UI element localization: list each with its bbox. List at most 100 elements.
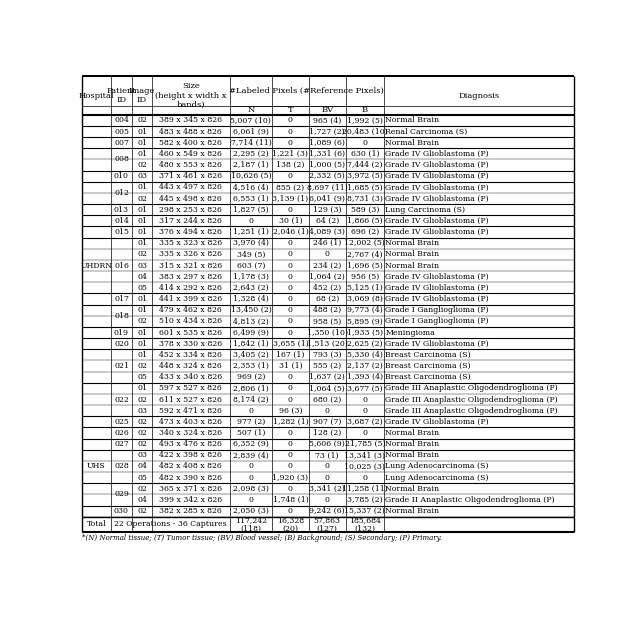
Text: Size
(height x width x
bands): Size (height x width x bands): [155, 82, 227, 109]
Text: 3,341 (2): 3,341 (2): [309, 485, 345, 493]
Text: Normal Brain: Normal Brain: [385, 117, 440, 125]
Text: 01: 01: [137, 340, 147, 348]
Text: Lung Carcinoma (S): Lung Carcinoma (S): [385, 206, 465, 214]
Text: 2,806 (1): 2,806 (1): [233, 384, 269, 392]
Text: 13,341 (3): 13,341 (3): [344, 451, 385, 459]
Text: Breast Carcinoma (S): Breast Carcinoma (S): [385, 373, 471, 381]
Text: 480 x 553 x 826: 480 x 553 x 826: [159, 161, 222, 169]
Text: Grade IV Glioblastoma (P): Grade IV Glioblastoma (P): [385, 217, 489, 225]
Text: 129 (3): 129 (3): [313, 206, 342, 214]
Text: 1,696 (5): 1,696 (5): [347, 262, 383, 270]
Text: 03: 03: [137, 451, 147, 459]
Text: 01: 01: [137, 306, 147, 314]
Text: 007: 007: [114, 139, 129, 146]
Text: 2,046 (1): 2,046 (1): [273, 228, 308, 236]
Text: T: T: [287, 106, 293, 114]
Text: 601 x 535 x 826: 601 x 535 x 826: [159, 328, 222, 336]
Text: 21,785 (5): 21,785 (5): [344, 440, 385, 448]
Text: 73 (1): 73 (1): [316, 451, 339, 459]
Text: 22 Operations - 36 Captures: 22 Operations - 36 Captures: [114, 520, 227, 528]
Text: 696 (2): 696 (2): [351, 228, 379, 236]
Text: 1,331 (6): 1,331 (6): [309, 150, 345, 158]
Text: 2,187 (1): 2,187 (1): [233, 161, 269, 169]
Text: 1,866 (5): 1,866 (5): [347, 217, 383, 225]
Text: 969 (2): 969 (2): [237, 373, 265, 381]
Text: 027: 027: [114, 440, 129, 448]
Text: Lung Adenocarcinoma (S): Lung Adenocarcinoma (S): [385, 473, 489, 482]
Text: 0: 0: [362, 139, 367, 146]
Text: 371 x 461 x 826: 371 x 461 x 826: [159, 172, 222, 180]
Text: 5,895 (9): 5,895 (9): [347, 317, 383, 325]
Text: 1,842 (1): 1,842 (1): [233, 340, 269, 348]
Text: 555 (2): 555 (2): [313, 362, 341, 370]
Text: 0: 0: [288, 295, 293, 303]
Text: 9,242 (6): 9,242 (6): [309, 507, 345, 515]
Text: 340 x 324 x 826: 340 x 324 x 826: [159, 429, 222, 437]
Text: 5,007 (10): 5,007 (10): [230, 117, 271, 125]
Text: Grade IV Glioblastoma (P): Grade IV Glioblastoma (P): [385, 295, 489, 303]
Text: 01: 01: [137, 328, 147, 336]
Text: 01: 01: [137, 228, 147, 236]
Text: 0: 0: [324, 250, 330, 259]
Text: Grade IV Glioblastoma (P): Grade IV Glioblastoma (P): [385, 161, 489, 169]
Text: 20,483 (10): 20,483 (10): [342, 128, 388, 136]
Text: 1,251 (1): 1,251 (1): [233, 228, 269, 236]
Text: 030: 030: [114, 507, 129, 515]
Text: Normal Brain: Normal Brain: [385, 250, 440, 259]
Text: 026: 026: [114, 429, 129, 437]
Text: 452 x 334 x 826: 452 x 334 x 826: [159, 351, 222, 359]
Text: Total: Total: [86, 520, 106, 528]
Text: 1,282 (1): 1,282 (1): [273, 418, 308, 426]
Text: 3,970 (4): 3,970 (4): [233, 239, 269, 247]
Text: 6,041 (9): 6,041 (9): [309, 194, 345, 202]
Text: 433 x 340 x 826: 433 x 340 x 826: [159, 373, 222, 381]
Text: 016: 016: [114, 262, 129, 270]
Text: 1,637 (2): 1,637 (2): [309, 373, 345, 381]
Text: 0: 0: [288, 373, 293, 381]
Text: 4,089 (3): 4,089 (3): [309, 228, 345, 236]
Text: 445 x 498 x 826: 445 x 498 x 826: [159, 194, 222, 202]
Text: 5,606 (9): 5,606 (9): [309, 440, 345, 448]
Text: Grade III Anaplastic Oligodendroglioma (P): Grade III Anaplastic Oligodendroglioma (…: [385, 407, 558, 415]
Text: 04: 04: [137, 496, 147, 504]
Text: 448 x 324 x 826: 448 x 324 x 826: [159, 362, 222, 370]
Text: 013: 013: [114, 206, 129, 214]
Text: Normal Brain: Normal Brain: [385, 451, 440, 459]
Text: 025: 025: [114, 418, 129, 426]
Text: Normal Brain: Normal Brain: [385, 429, 440, 437]
Text: Grade IV Glioblastoma (P): Grade IV Glioblastoma (P): [385, 418, 489, 426]
Text: Lung Adenocarcinoma (S): Lung Adenocarcinoma (S): [385, 462, 489, 470]
Text: 389 x 345 x 826: 389 x 345 x 826: [159, 117, 222, 125]
Text: 493 x 476 x 826: 493 x 476 x 826: [159, 440, 222, 448]
Text: 399 x 342 x 826: 399 x 342 x 826: [159, 496, 222, 504]
Text: Normal Brain: Normal Brain: [385, 239, 440, 247]
Text: 3,687 (2): 3,687 (2): [347, 418, 383, 426]
Text: 68 (2): 68 (2): [316, 295, 339, 303]
Text: Grade IV Glioblastoma (P): Grade IV Glioblastoma (P): [385, 228, 489, 236]
Text: 441 x 399 x 826: 441 x 399 x 826: [159, 295, 222, 303]
Text: Normal Brain: Normal Brain: [385, 485, 440, 493]
Text: 0: 0: [248, 473, 253, 482]
Text: 16,328
(20): 16,328 (20): [277, 516, 304, 533]
Text: Grade IV Glioblastoma (P): Grade IV Glioblastoma (P): [385, 194, 489, 202]
Text: 57,863
(127): 57,863 (127): [314, 516, 340, 533]
Text: 15,337 (2): 15,337 (2): [344, 507, 385, 515]
Text: 015: 015: [114, 228, 129, 236]
Text: Grade II Anaplastic Oligodendroglioma (P): Grade II Anaplastic Oligodendroglioma (P…: [385, 496, 555, 504]
Text: 0: 0: [362, 396, 367, 404]
Text: 0: 0: [288, 273, 293, 281]
Text: 021: 021: [114, 362, 129, 370]
Text: Normal Brain: Normal Brain: [385, 139, 440, 146]
Text: 1,350 (10): 1,350 (10): [307, 328, 348, 336]
Text: 05: 05: [137, 373, 147, 381]
Text: UHS: UHS: [87, 462, 106, 470]
Text: 3,677 (5): 3,677 (5): [347, 384, 383, 392]
Text: UHDRN: UHDRN: [80, 262, 112, 270]
Text: 0: 0: [288, 250, 293, 259]
Text: 958 (5): 958 (5): [313, 317, 341, 325]
Text: 335 x 323 x 826: 335 x 323 x 826: [159, 239, 222, 247]
Text: 02: 02: [137, 440, 147, 448]
Text: 0: 0: [288, 462, 293, 470]
Text: 0: 0: [288, 117, 293, 125]
Text: 1,727 (2): 1,727 (2): [309, 128, 345, 136]
